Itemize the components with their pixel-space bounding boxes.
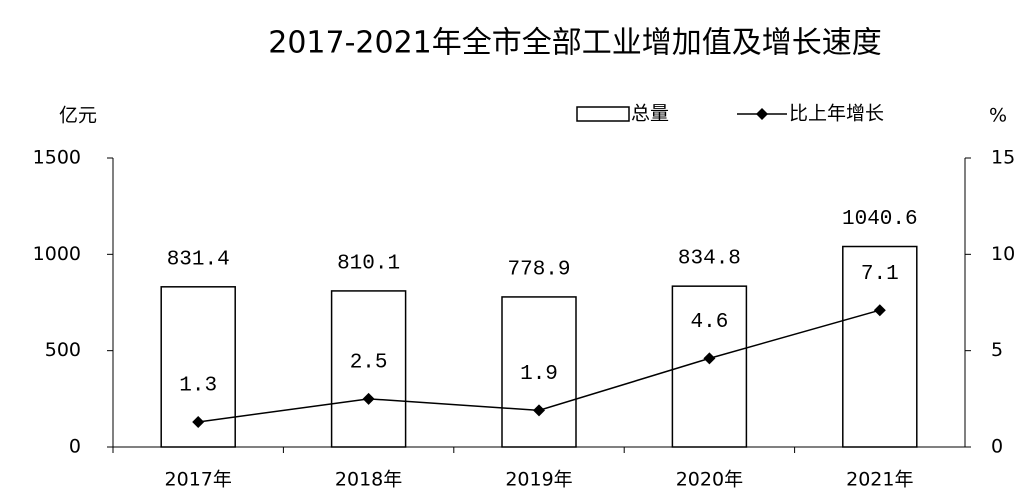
y2-tick-label: 15 [991, 147, 1015, 169]
bar [842, 245, 918, 448]
marker [533, 404, 545, 417]
chart-title: 2017-2021年全市全部工业增加值及增长速度 [268, 26, 882, 61]
y-tick-label: 1500 [33, 147, 81, 169]
line-value-label: 7.1 [861, 263, 899, 286]
bar-value-label: 1040.6 [842, 208, 918, 231]
bar-value-label: 778.9 [507, 258, 570, 281]
line-value-label: 4.6 [690, 311, 728, 334]
marker [703, 352, 716, 365]
legend-label: 比上年增长 [789, 103, 884, 125]
legend-marker [756, 108, 768, 120]
marker [873, 304, 886, 317]
y-tick-label: 500 [45, 339, 81, 361]
x-tick-label: 2017年 [165, 469, 232, 491]
line-value-label: 1.9 [520, 363, 558, 386]
y2-axis-label: % [989, 105, 1007, 127]
legend-label: 总量 [631, 103, 669, 125]
bar [501, 296, 577, 448]
x-tick-label: 2018年 [335, 469, 402, 491]
line-value-label: 1.3 [179, 375, 217, 398]
y2-tick-label: 5 [991, 339, 1003, 361]
legend-swatch [576, 106, 630, 122]
y-tick-label: 1000 [33, 243, 81, 265]
x-tick-label: 2020年 [676, 469, 743, 491]
marker [362, 392, 375, 405]
y-tick-label: 0 [69, 436, 81, 458]
y2-tick-label: 10 [991, 243, 1015, 265]
bar-value-label: 831.4 [167, 248, 230, 271]
marker [192, 415, 205, 428]
x-tick-label: 2019年 [505, 469, 572, 491]
bar-value-label: 810.1 [337, 252, 400, 275]
x-tick-label: 2021年 [846, 469, 913, 491]
line-value-label: 2.5 [350, 351, 388, 374]
bar-value-label: 834.8 [678, 248, 741, 271]
bar [330, 290, 407, 448]
y2-tick-label: 0 [991, 436, 1003, 458]
y-axis-label: 亿元 [59, 105, 97, 127]
